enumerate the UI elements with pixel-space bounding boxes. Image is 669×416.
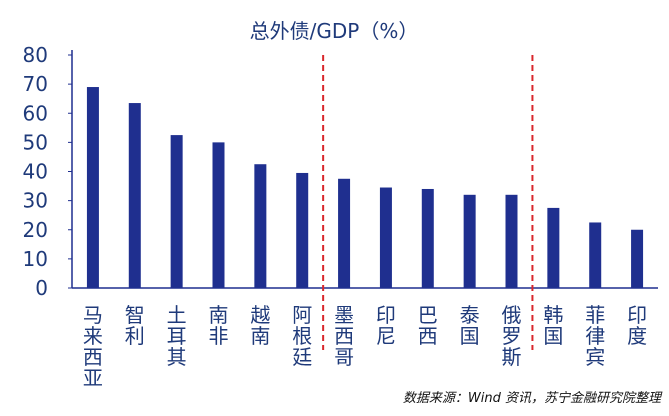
source-note: 数据来源：Wind 资讯，苏宁金融研究院整理	[402, 391, 661, 406]
bar-4	[212, 142, 225, 288]
y-tick-label: 60	[23, 101, 48, 125]
x-tick-label: 巴西	[418, 303, 438, 348]
x-tick-label: 智利	[125, 303, 145, 348]
bar-11	[505, 194, 518, 288]
x-tick-label: 韩国	[543, 303, 563, 348]
x-tick-label: 菲律宾	[585, 303, 605, 369]
y-tick-label: 20	[23, 218, 48, 242]
y-tick-label: 50	[23, 130, 48, 154]
bar-7	[338, 178, 351, 288]
bar-9	[421, 188, 434, 288]
x-tick-label: 印尼	[376, 303, 396, 348]
bar-3	[170, 135, 183, 288]
bar-2	[128, 103, 141, 289]
bar-10	[463, 194, 476, 288]
x-tick-label: 马来西亚	[83, 303, 103, 390]
y-tick-label: 40	[23, 160, 48, 184]
y-tick-label: 0	[35, 276, 48, 300]
x-tick-label: 墨西哥	[334, 303, 354, 369]
bar-12	[547, 207, 560, 288]
bar-1	[86, 87, 99, 288]
x-tick-label: 泰国	[460, 303, 480, 348]
bar-5	[254, 164, 267, 288]
y-tick-label: 30	[23, 189, 48, 213]
chart-title: 总外债/GDP（%）	[250, 19, 419, 43]
bar-8	[379, 187, 392, 288]
bar-14	[631, 229, 644, 288]
x-tick-label: 阿根廷	[292, 303, 312, 369]
x-tick-label: 土耳其	[167, 303, 187, 369]
x-tick-label: 越南	[250, 303, 270, 348]
x-tick-label: 俄罗斯	[502, 303, 522, 369]
bar-13	[589, 222, 602, 288]
y-tick-label: 70	[23, 72, 48, 96]
x-tick-label: 南非	[209, 303, 229, 348]
bar-6	[296, 172, 309, 288]
x-tick-label: 印度	[627, 303, 647, 348]
y-tick-label: 80	[23, 43, 48, 67]
y-tick-label: 10	[23, 247, 48, 271]
